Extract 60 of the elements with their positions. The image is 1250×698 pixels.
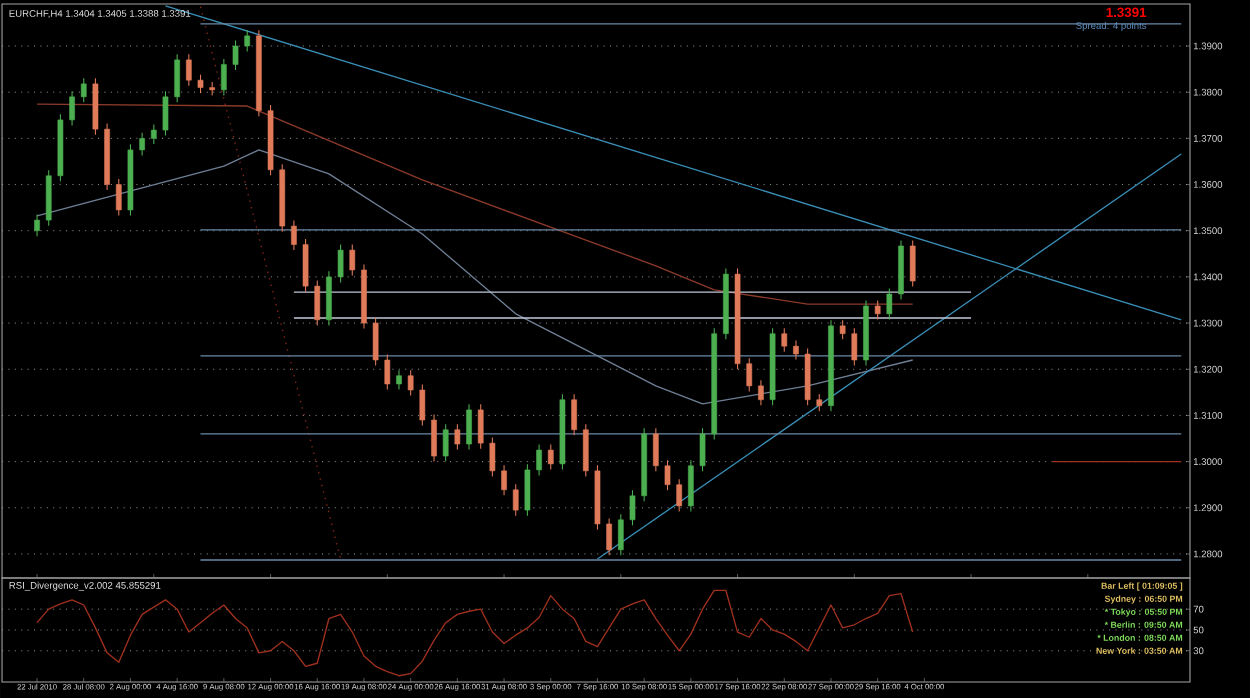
- candlestick: [839, 319, 846, 340]
- candlestick: [793, 340, 799, 361]
- candlestick: [162, 90, 169, 137]
- line-series: [36, 103, 914, 305]
- candlestick: [547, 443, 554, 470]
- candlestick: [69, 90, 75, 126]
- candlestick: [489, 437, 496, 477]
- candlestick: [221, 58, 227, 96]
- candlestick: [617, 513, 624, 556]
- candlestick: [407, 369, 414, 397]
- candlestick: [232, 39, 239, 71]
- candlestick: [454, 423, 461, 451]
- candlestick: [874, 299, 881, 320]
- candlestick: [92, 77, 99, 136]
- candlestick: [524, 463, 531, 517]
- line-series: [36, 589, 914, 677]
- candlestick: [314, 280, 321, 326]
- candlestick: [629, 489, 636, 526]
- line-series: [36, 149, 914, 405]
- candlestick: [174, 53, 180, 103]
- candlestick: [185, 53, 192, 87]
- candlestick: [851, 327, 858, 367]
- candlestick: [349, 244, 356, 277]
- candlestick: [396, 369, 402, 391]
- candlestick: [291, 220, 297, 251]
- candlestick: [150, 123, 157, 145]
- candlestick: [582, 423, 589, 477]
- candlestick: [45, 169, 52, 227]
- candlestick: [197, 74, 204, 94]
- candlestick: [746, 357, 753, 392]
- candlestick: [419, 383, 426, 427]
- candlestick: [664, 459, 671, 491]
- candlestick: [80, 77, 87, 103]
- candlestick: [337, 244, 344, 283]
- candlestick: [886, 287, 893, 320]
- candlestick: [699, 427, 706, 472]
- candlestick: [442, 423, 449, 463]
- candlestick: [34, 214, 40, 237]
- candlestick: [653, 427, 659, 472]
- candlestick: [758, 379, 764, 406]
- candlestick: [139, 132, 145, 156]
- candlestick: [804, 347, 811, 406]
- candlestick: [372, 316, 379, 367]
- candlestick: [501, 464, 507, 496]
- candlestick: [512, 483, 519, 517]
- candlestick: [466, 403, 472, 451]
- candlestick: [244, 29, 251, 53]
- candlestick: [571, 393, 577, 436]
- candlestick: [384, 353, 391, 391]
- candlestick: [326, 270, 332, 326]
- candlestick: [115, 178, 122, 217]
- candlestick: [536, 443, 542, 476]
- candlestick: [431, 413, 437, 463]
- candlestick: [909, 239, 916, 288]
- candlestick: [781, 327, 788, 353]
- candlestick: [688, 459, 694, 513]
- candlestick: [477, 403, 484, 450]
- candlestick: [302, 238, 309, 293]
- candlestick: [606, 517, 612, 556]
- candlestick: [676, 478, 683, 513]
